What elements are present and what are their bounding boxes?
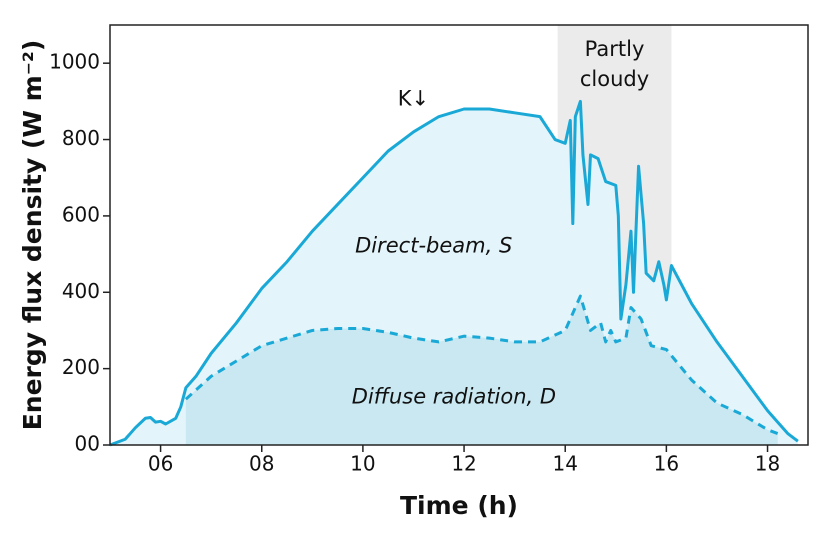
x-tick-label: 06 — [148, 452, 173, 476]
y-axis-title: Energy flux density (W m⁻²) — [18, 40, 47, 431]
plot-frame — [109, 24, 809, 446]
cloudy-label: Partly — [585, 37, 645, 61]
line — [184, 294, 779, 435]
area — [185, 296, 778, 445]
x-tick-label: 18 — [755, 452, 780, 476]
annotation: K↓ — [398, 86, 429, 110]
y-tick-label: 00 — [75, 432, 100, 456]
x-tick-label: 10 — [350, 452, 375, 476]
y-tick-label: 400 — [62, 279, 100, 303]
cloudy-label: cloudy — [580, 67, 649, 91]
annotation: Direct-beam, S — [355, 233, 512, 257]
x-tick-label: 08 — [249, 452, 274, 476]
x-axis-title: Time (h) — [400, 491, 518, 520]
line — [109, 99, 799, 447]
y-tick-label: 800 — [62, 126, 100, 150]
y-tick-label: 600 — [62, 202, 100, 226]
y-tick-label: 1000 — [49, 50, 100, 74]
y-tick-label: 200 — [62, 355, 100, 379]
annotation: Diffuse radiation, D — [352, 384, 556, 408]
x-tick-label: 12 — [451, 452, 476, 476]
x-tick-label: 14 — [552, 452, 577, 476]
x-tick-label: 16 — [654, 452, 679, 476]
